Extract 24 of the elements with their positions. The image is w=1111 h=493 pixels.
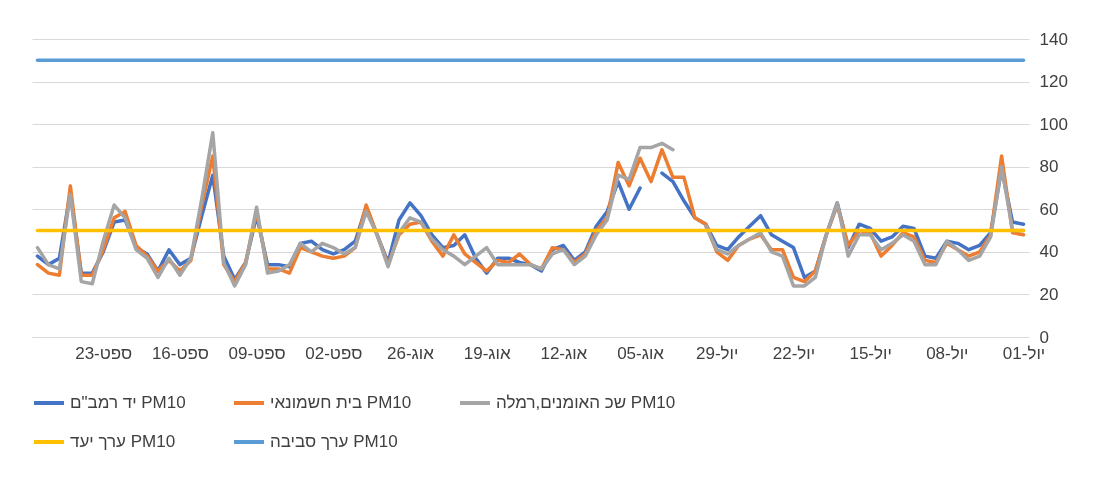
y-tick-label: 120: [1039, 72, 1068, 92]
x-tick-label: 15-יול: [849, 343, 892, 363]
legend-label: שכ האומנים,רמלה PM10: [496, 393, 676, 412]
x-tick-label: 26-אוג: [387, 343, 435, 363]
x-tick-label: 29-יול: [696, 343, 739, 363]
legend-label: יד רמב"ם PM10: [70, 393, 186, 412]
legend-label: ערך סביבה PM10: [270, 432, 398, 451]
y-tick-label: 100: [1039, 114, 1068, 134]
x-tick-label: 08-יול: [926, 343, 969, 363]
y-tick-label: 140: [1039, 29, 1068, 49]
y-tick-label: 20: [1039, 284, 1059, 304]
y-tick-label: 60: [1039, 199, 1059, 219]
legend-label: ערך יעד PM10: [70, 432, 176, 451]
x-tick-label: 02-ספט: [305, 343, 363, 363]
y-tick-label: 80: [1039, 157, 1059, 177]
x-tick-label: 16-ספט: [151, 343, 209, 363]
x-tick-label: 22-יול: [772, 343, 816, 363]
x-tick-label: 12-אוג: [540, 343, 588, 363]
x-tick-label: 09-ספט: [228, 343, 286, 363]
y-tick-label: 40: [1039, 242, 1059, 262]
x-tick-label: 23-ספט: [75, 343, 133, 363]
legend-label: בית חשמונאי PM10: [270, 393, 412, 412]
x-tick-label: 19-אוג: [463, 343, 511, 363]
x-tick-label: 05-אוג: [617, 343, 665, 363]
